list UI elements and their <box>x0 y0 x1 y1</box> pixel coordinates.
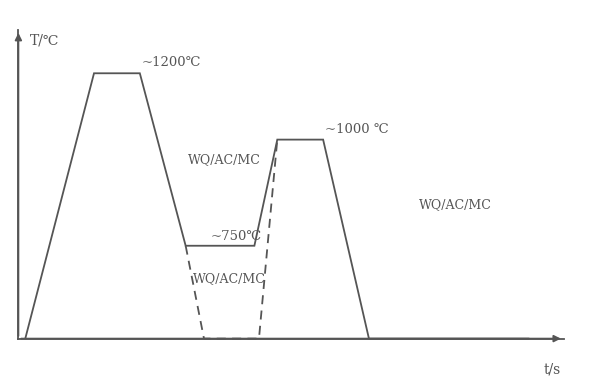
Text: WQ/AC/MC: WQ/AC/MC <box>188 153 261 166</box>
Text: WQ/AC/MC: WQ/AC/MC <box>192 273 266 286</box>
Text: t/s: t/s <box>543 362 561 376</box>
Text: ~750℃: ~750℃ <box>211 230 262 243</box>
Text: ~1200℃: ~1200℃ <box>142 56 201 69</box>
Text: WQ/AC/MC: WQ/AC/MC <box>419 198 492 211</box>
Text: T/℃: T/℃ <box>30 33 59 47</box>
Text: ~1000 ℃: ~1000 ℃ <box>325 123 389 136</box>
